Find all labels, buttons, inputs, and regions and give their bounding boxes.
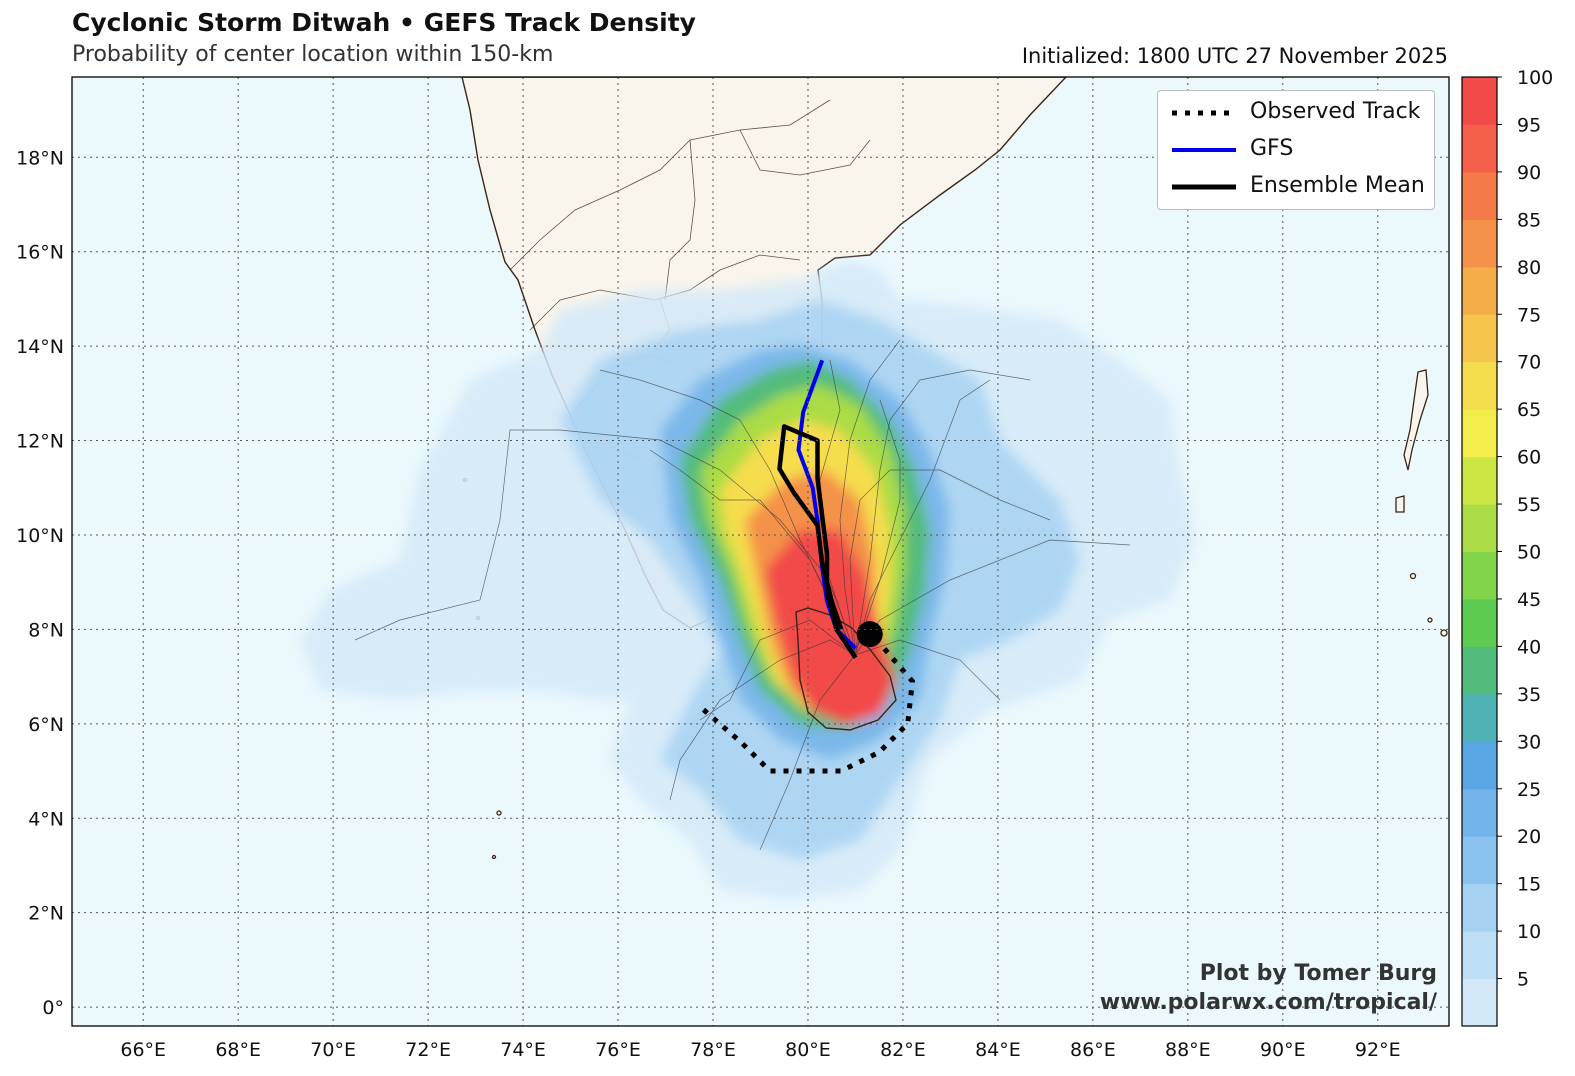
graticule: [72, 77, 1449, 1026]
latitude-tick-labels: 0° 2°N 4°N 6°N 8°N 10°N 12°N 14°N 16°N 18°N: [16, 147, 64, 1019]
colorbar-segment: [1462, 788, 1497, 837]
page-title: Cyclonic Storm Ditwah • GEFS Track Densi…: [72, 8, 696, 37]
lon-tick-label: 66°E: [120, 1039, 166, 1061]
lat-tick-label: 16°N: [16, 242, 64, 264]
lat-tick-label: 2°N: [28, 903, 64, 925]
colorbar-tick-label: 100: [1517, 67, 1553, 89]
legend-label-ensemble-mean: Ensemble Mean: [1250, 173, 1425, 198]
ensemble-mean-track-line: [777, 424, 858, 659]
page-subtitle: Probability of center location within 15…: [72, 42, 554, 67]
map-frame: [71, 76, 1450, 1027]
colorbar-tick-label: 85: [1517, 209, 1541, 231]
colorbar-tick-label: 20: [1517, 826, 1541, 848]
credit-author: Plot by Tomer Burg: [1199, 961, 1437, 986]
lon-tick-label: 68°E: [215, 1039, 261, 1061]
colorbar-segment: [1462, 124, 1497, 173]
colorbar-tick-label: 45: [1517, 589, 1541, 611]
lat-tick-label: 12°N: [16, 431, 64, 453]
lat-tick-label: 8°N: [28, 619, 64, 641]
colorbar-segment: [1462, 504, 1497, 552]
andaman-islands: [462, 369, 1448, 860]
legend-item-ensemble-mean: Ensemble Mean: [1166, 171, 1428, 201]
longitude-tick-labels: 66°E 68°E 70°E 72°E 74°E 76°E 78°E 80°E 82°E 84°E…: [120, 1039, 1400, 1061]
colorbar-tick-labels: 5 10 15 20 25 30 35 40 45 50 55 60 65 70 75 80 85 90 95 100: [1517, 67, 1553, 991]
legend-label-observed: Observed Track: [1250, 99, 1421, 124]
lon-tick-label: 72°E: [405, 1039, 451, 1061]
lat-tick-label: 18°N: [16, 147, 64, 169]
legend-item-observed: Observed Track: [1166, 97, 1428, 127]
colorbar-segment: [1462, 171, 1497, 220]
colorbar-segment: [1462, 836, 1497, 885]
colorbar-tick-label: 65: [1517, 399, 1541, 421]
colorbar-frame: [1461, 76, 1498, 1027]
lon-tick-label: 74°E: [500, 1039, 546, 1061]
colorbar-tick-label: 40: [1517, 636, 1541, 658]
colorbar-tick-label: 25: [1517, 779, 1541, 801]
lon-tick-label: 80°E: [785, 1039, 831, 1061]
colorbar-segment: [1462, 219, 1497, 268]
colorbar-segment: [1462, 978, 1497, 1027]
colorbar-segment: [1462, 741, 1497, 790]
colorbar-tick-label: 15: [1517, 874, 1541, 896]
lon-tick-label: 84°E: [975, 1039, 1021, 1061]
colorbar-segment: [1462, 646, 1497, 695]
lat-tick-label: 4°N: [28, 808, 64, 830]
lon-tick-label: 86°E: [1070, 1039, 1116, 1061]
sri-lanka-coast: [795, 607, 897, 731]
colorbar-tick-label: 60: [1517, 447, 1541, 469]
lon-tick-label: 88°E: [1165, 1039, 1211, 1061]
colorbar-segment: [1462, 314, 1497, 363]
colorbar-segment: [1462, 77, 1497, 125]
credit-url: www.polarwx.com/tropical/: [1099, 990, 1437, 1015]
colorbar-tick-label: 80: [1517, 257, 1541, 279]
lat-tick-label: 6°N: [28, 714, 64, 736]
colorbar-tick-label: 95: [1517, 114, 1541, 136]
current-position-marker: [856, 621, 883, 648]
colorbar-segment: [1462, 551, 1497, 600]
colorbar-tick-label: 10: [1517, 921, 1541, 943]
colorbar-tick-label: 90: [1517, 162, 1541, 184]
colorbar-tick-label: 50: [1517, 542, 1541, 564]
colorbar-segment: [1462, 456, 1497, 505]
legend-label-gfs: GFS: [1250, 136, 1294, 161]
colorbar-segment: [1462, 693, 1497, 742]
lon-tick-label: 92°E: [1355, 1039, 1401, 1061]
legend: Observed Track GFS Ensemble Mean: [1157, 90, 1435, 210]
initialized-time: Initialized: 1800 UTC 27 November 2025: [1021, 44, 1448, 68]
colorbar-tick-label: 5: [1517, 969, 1529, 991]
lat-tick-label: 14°N: [16, 336, 64, 358]
track-density-shading: [300, 260, 1195, 900]
lon-tick-label: 70°E: [310, 1039, 356, 1061]
colorbar-segment: [1462, 361, 1497, 410]
colorbar-segment: [1462, 883, 1497, 932]
colorbar-segment: [1462, 931, 1497, 980]
colorbar-tick-label: 70: [1517, 352, 1541, 374]
lat-tick-label: 10°N: [16, 525, 64, 547]
colorbar-segment: [1462, 598, 1497, 647]
lon-tick-label: 76°E: [595, 1039, 641, 1061]
observed-track-line: [701, 632, 916, 774]
colorbar-segment: [1462, 266, 1497, 315]
colorbar-tick-label: 55: [1517, 494, 1541, 516]
colorbar-tick-label: 30: [1517, 731, 1541, 753]
lat-tick-label: 0°: [42, 997, 64, 1019]
colorbar-tick-label: 35: [1517, 684, 1541, 706]
lon-tick-label: 78°E: [690, 1039, 736, 1061]
lon-tick-label: 82°E: [880, 1039, 926, 1061]
colorbar-tick-label: 75: [1517, 304, 1541, 326]
legend-item-gfs: GFS: [1166, 134, 1428, 164]
colorbar-segment: [1462, 409, 1497, 458]
colorbar: [1462, 76, 1502, 1027]
lon-tick-label: 90°E: [1260, 1039, 1306, 1061]
